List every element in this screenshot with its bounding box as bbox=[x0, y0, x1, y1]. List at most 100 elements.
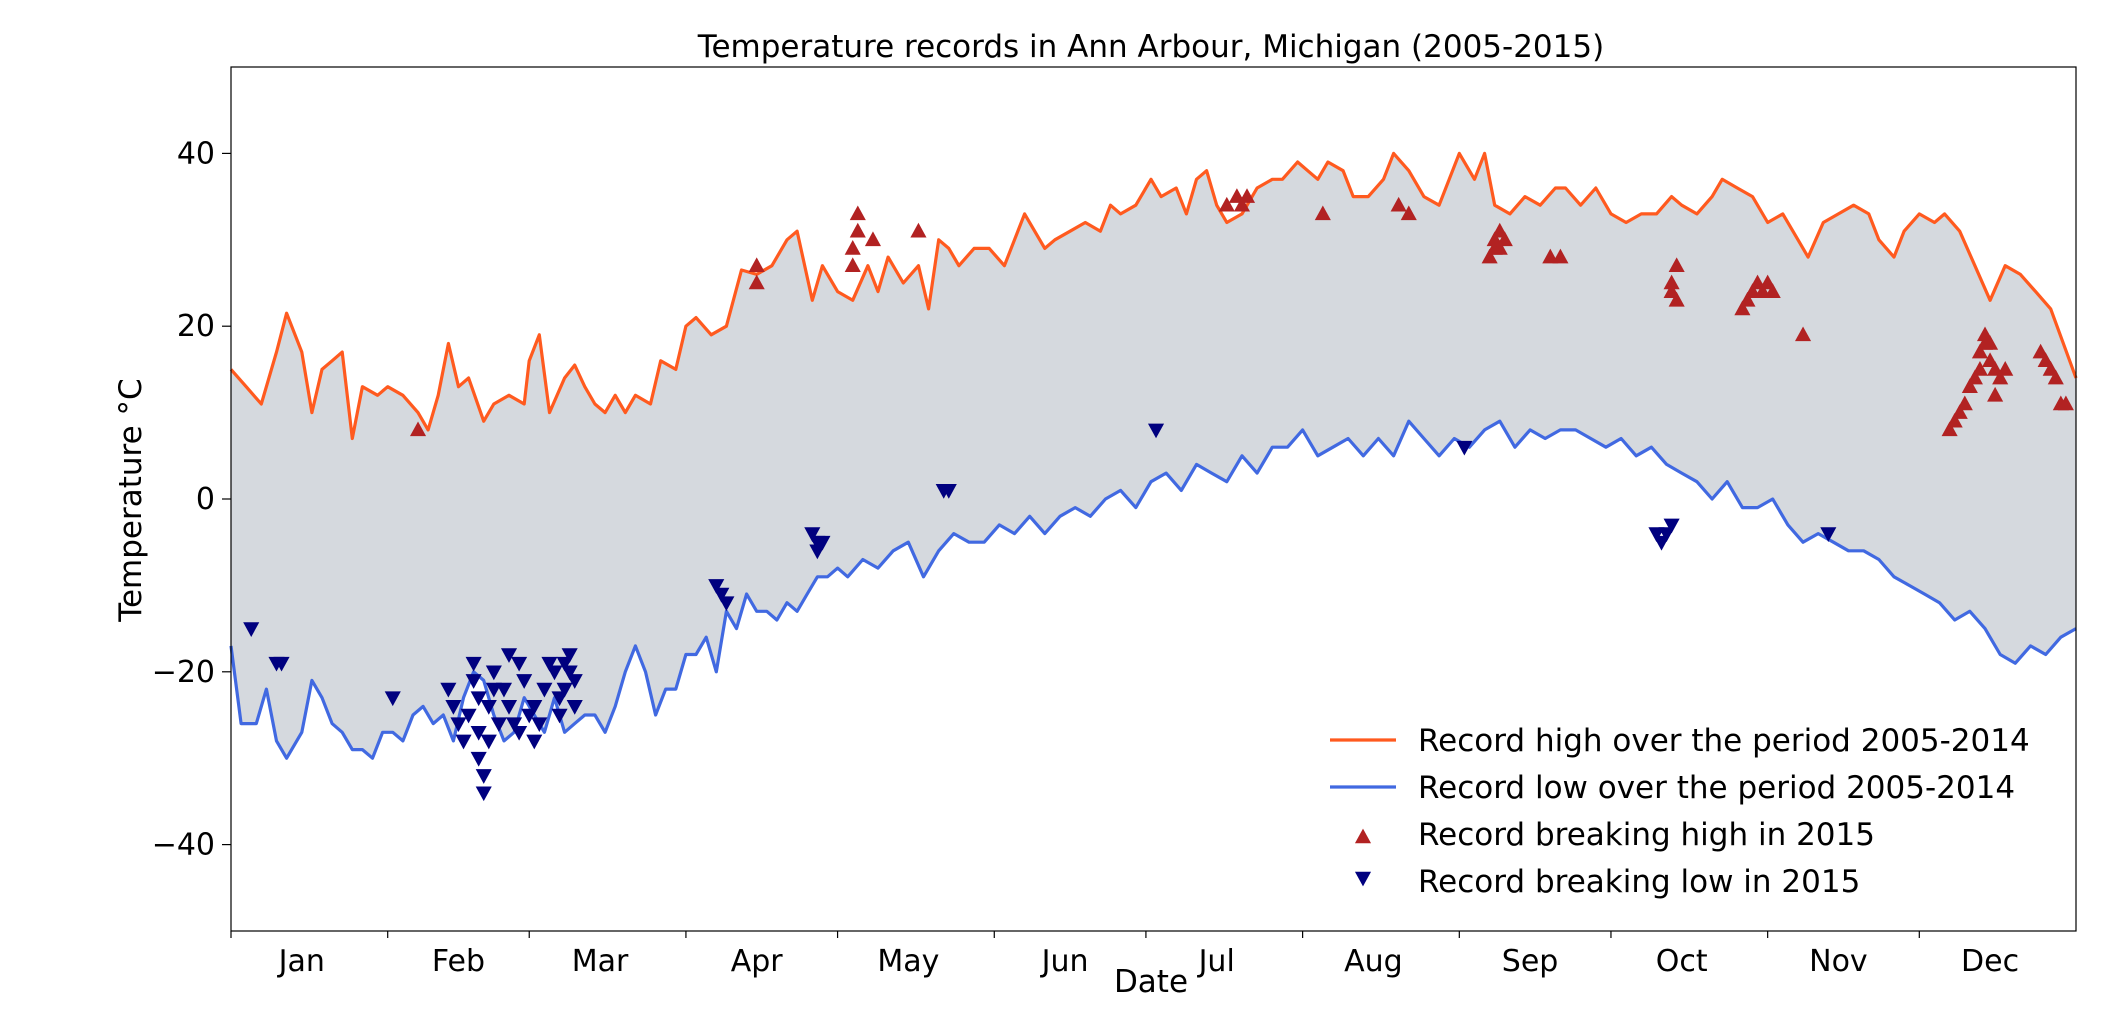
record-low-marker bbox=[718, 596, 735, 612]
record-low-marker bbox=[480, 734, 497, 750]
record-high-marker bbox=[1218, 196, 1235, 212]
record-low-marker bbox=[536, 682, 553, 698]
record-low-marker bbox=[708, 579, 725, 594]
record-high-marker bbox=[1481, 248, 1498, 264]
record-high-marker bbox=[1946, 412, 1963, 428]
record-low-marker bbox=[511, 725, 528, 741]
record-high-marker bbox=[844, 257, 861, 273]
record-low-marker bbox=[470, 725, 487, 741]
record-low-marker bbox=[455, 734, 472, 750]
record-low-marker bbox=[940, 484, 957, 499]
plot-area: −40 −20 0 20 40 Jan Feb Mar Apr May Jun Jul Aug Sep O… bbox=[152, 66, 2078, 979]
record-low-marker bbox=[814, 535, 831, 551]
record-low-marker bbox=[384, 691, 401, 707]
legend-entry-label: Record breaking high in 2015 bbox=[1418, 817, 1875, 853]
record-low-marker bbox=[526, 700, 543, 715]
x-tick-label: Nov bbox=[1809, 944, 1868, 979]
record-low-marker bbox=[445, 700, 462, 715]
record-high-marker bbox=[1982, 335, 1999, 350]
record-low-marker bbox=[1663, 518, 1680, 534]
record-low-marker bbox=[1147, 423, 1165, 439]
legend-swatch-marker bbox=[1354, 828, 1372, 844]
record-low-marker bbox=[475, 786, 492, 802]
record-high-marker bbox=[1987, 386, 2004, 402]
record-high-marker bbox=[1668, 257, 1685, 273]
record-high-marker bbox=[748, 257, 765, 273]
record-low-marker bbox=[465, 674, 482, 689]
record-high-marker bbox=[1754, 283, 1771, 298]
legend: Record high over the period 2005-2014 Rec… bbox=[1330, 723, 2030, 900]
legend-entry-label: Record low over the period 2005-2014 bbox=[1418, 770, 2015, 806]
record-high-marker bbox=[1734, 300, 1751, 316]
record-low-marker bbox=[566, 700, 583, 715]
record-low-marker bbox=[480, 700, 497, 715]
x-tick-label: Apr bbox=[731, 944, 784, 979]
record-low-marker bbox=[1648, 527, 1665, 542]
y-axis-label: Temperature °C bbox=[113, 378, 149, 622]
record-low-marker bbox=[485, 682, 502, 698]
record-high-marker bbox=[1491, 240, 1508, 255]
series-group bbox=[229, 151, 2078, 802]
record-high-marker bbox=[1233, 196, 1251, 212]
record-high-marker bbox=[2057, 395, 2074, 411]
x-tick-label: Dec bbox=[1961, 944, 2019, 979]
y-tick-label: 20 bbox=[177, 309, 215, 344]
legend-entry-label: Record breaking low in 2015 bbox=[1418, 864, 1860, 900]
record-high-marker bbox=[1400, 205, 1417, 221]
x-tick-label: Jul bbox=[1197, 944, 1235, 979]
y-axis-ticks: −40 −20 0 20 40 bbox=[152, 136, 231, 863]
record-low-marker bbox=[500, 700, 518, 715]
record-low-marker bbox=[531, 717, 548, 733]
record-high-marker bbox=[1238, 188, 1256, 203]
x-tick-label: Mar bbox=[572, 944, 629, 979]
y-tick-label: −20 bbox=[152, 655, 215, 690]
record-high-marker bbox=[748, 274, 765, 290]
plot-frame bbox=[230, 66, 2077, 932]
record-low-marker bbox=[500, 648, 518, 663]
record-high-marker bbox=[1971, 343, 1989, 359]
record-low-marker bbox=[566, 674, 583, 689]
x-tick-label: Sep bbox=[1502, 944, 1559, 979]
record-low-marker bbox=[516, 674, 533, 689]
record-high-marker bbox=[1966, 369, 1983, 385]
record-high-marker bbox=[2047, 369, 2064, 385]
record-high-marker bbox=[1496, 231, 1513, 247]
record-low-marker bbox=[506, 717, 523, 733]
chart-title: Temperature records in Ann Arbour, Michi… bbox=[697, 29, 1604, 65]
record-low-marker bbox=[556, 682, 573, 698]
record-low-marker bbox=[273, 656, 290, 672]
record-low-marker bbox=[490, 717, 507, 733]
record-low-marker bbox=[475, 769, 492, 784]
x-tick-label: May bbox=[877, 944, 939, 979]
x-tick-label: Jan bbox=[277, 944, 325, 979]
x-tick-label: Jun bbox=[1040, 944, 1089, 979]
record-low-marker bbox=[561, 665, 578, 681]
record-high-marker bbox=[1794, 326, 1812, 342]
legend-entry-label: Record high over the period 2005-2014 bbox=[1418, 723, 2030, 759]
record-high-marker bbox=[849, 205, 866, 221]
record-high-marker bbox=[1764, 283, 1781, 298]
record-high-marker bbox=[1961, 378, 1978, 393]
record-high-marker bbox=[910, 222, 927, 238]
record-high-marker bbox=[849, 222, 866, 238]
record-high-marker bbox=[1956, 395, 1973, 411]
record-low-marker bbox=[713, 587, 730, 603]
record-high-marker bbox=[1744, 283, 1761, 298]
x-tick-label: Aug bbox=[1344, 944, 1403, 979]
record-low-marker bbox=[526, 734, 543, 750]
record-high-marker bbox=[1739, 291, 1756, 307]
record-low-marker bbox=[470, 751, 487, 767]
record-low-marker bbox=[551, 708, 568, 724]
x-tick-label: Oct bbox=[1656, 944, 1708, 979]
record-high-marker bbox=[844, 240, 861, 255]
record-low-marker bbox=[561, 648, 578, 663]
record-low-marker bbox=[485, 665, 502, 681]
record-low-marker bbox=[1820, 527, 1837, 542]
record-high-marker bbox=[1314, 205, 1331, 221]
record-high-marker bbox=[1663, 274, 1680, 290]
record-high-marker bbox=[1390, 196, 1407, 212]
record-high-marker bbox=[1668, 291, 1685, 307]
x-axis-label: Date bbox=[1114, 964, 1188, 1000]
y-tick-label: 40 bbox=[177, 136, 215, 171]
